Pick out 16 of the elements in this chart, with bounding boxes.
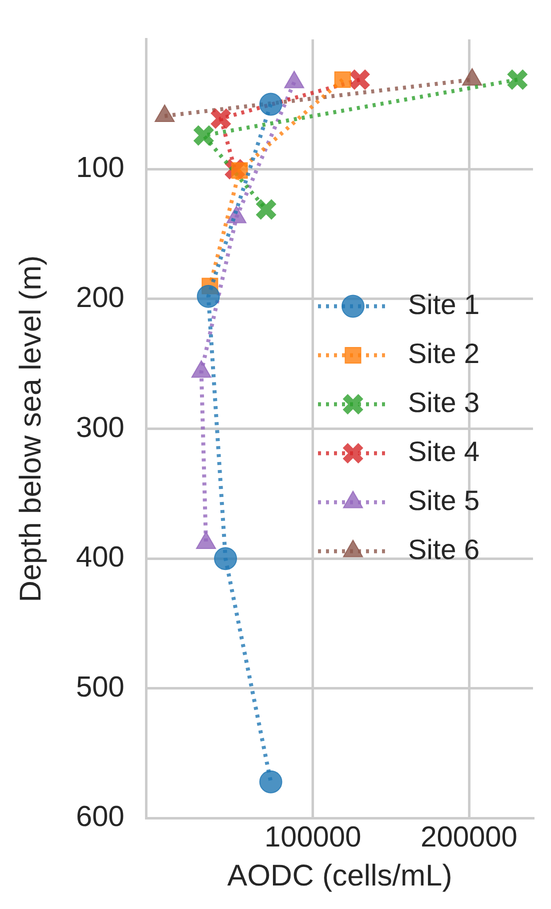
y-tick-label: 300 <box>76 412 124 444</box>
legend-label: Site 3 <box>408 387 480 418</box>
y-axis-title: Depth below sea level (m) <box>14 255 48 602</box>
y-tick-label: 100 <box>76 152 124 184</box>
y-tick-label: 500 <box>76 671 124 704</box>
x-tick-label: 100000 <box>264 822 362 854</box>
y-tick-label: 400 <box>76 542 124 574</box>
legend-label: Site 2 <box>408 338 480 370</box>
x-axis-title: AODC (cells/mL) <box>227 859 452 892</box>
y-tick-label: 200 <box>76 282 124 314</box>
x-tick-label: 200000 <box>420 822 518 854</box>
legend-label: Site 5 <box>408 485 480 516</box>
legend-label: Site 1 <box>408 289 480 320</box>
legend-label: Site 6 <box>408 534 480 566</box>
y-tick-label: 600 <box>76 801 124 834</box>
legend-label: Site 4 <box>408 436 480 468</box>
